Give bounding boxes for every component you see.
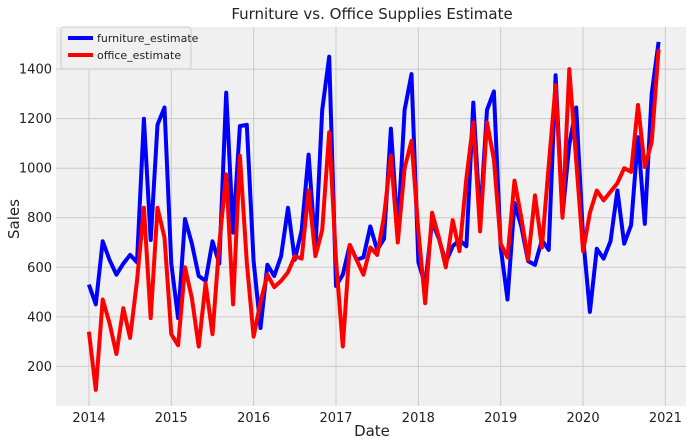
y-tick-label: 800	[27, 211, 52, 226]
y-tick-label: 200	[27, 360, 52, 375]
y-tick-label: 1400	[19, 63, 52, 78]
x-tick-label: 2019	[484, 411, 517, 426]
series-line-office-estimate	[86, 49, 661, 392]
y-axis-label: Sales	[5, 199, 23, 239]
x-tick-label: 2018	[402, 411, 435, 426]
x-tick-label: 2021	[649, 411, 682, 426]
x-tick-label: 2015	[155, 411, 188, 426]
legend-label-office: office_estimate	[97, 49, 181, 62]
y-tick-label: 1000	[19, 162, 52, 177]
legend: furniture_estimate office_estimate	[60, 26, 199, 70]
x-tick-label: 2016	[237, 411, 270, 426]
x-tick-label: 2014	[72, 411, 105, 426]
y-axis-ticks: 200 400 600 800 1000 1200 1400	[19, 63, 52, 375]
x-axis-ticks: 2014 2015 2016 2017 2018 2019 2020 2021	[72, 411, 682, 426]
legend-label-furniture: furniture_estimate	[97, 32, 199, 45]
y-tick-label: 400	[27, 310, 52, 325]
x-axis-label: Date	[354, 422, 390, 440]
x-tick-label: 2017	[319, 411, 352, 426]
y-tick-label: 1200	[19, 112, 52, 127]
legend-box	[60, 26, 192, 70]
series-layer	[86, 41, 661, 392]
chart-title: Furniture vs. Office Supplies Estimate	[231, 5, 512, 23]
x-tick-label: 2020	[567, 411, 600, 426]
y-tick-label: 600	[27, 261, 52, 276]
